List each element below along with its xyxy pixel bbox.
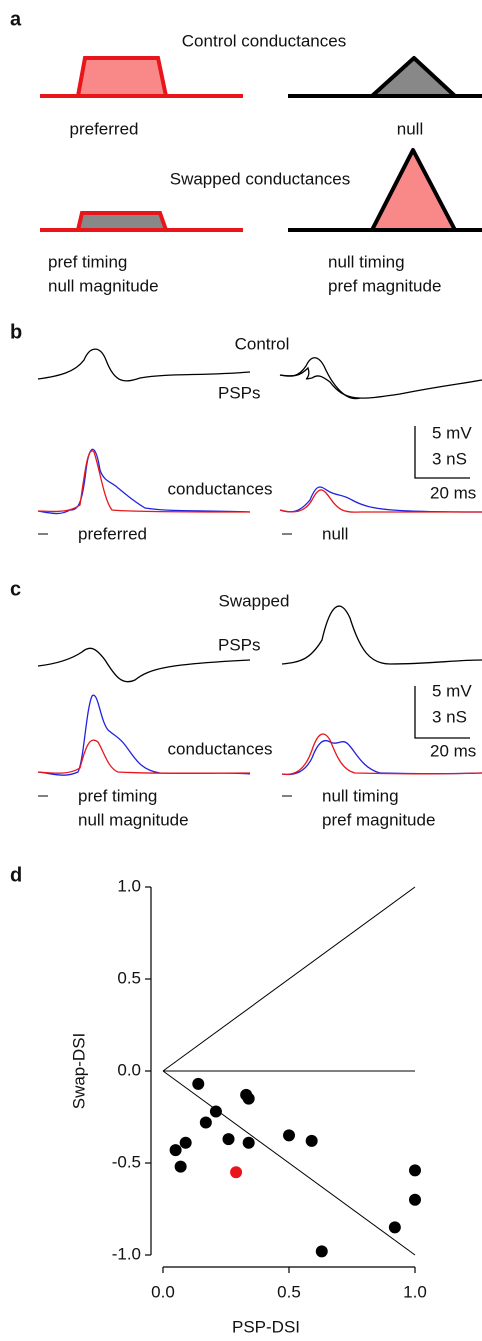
panel-b: b Control PSPs 5 mV 3 nS 20 ms conductan… bbox=[10, 321, 482, 543]
panel-title: Control conductances bbox=[182, 31, 346, 50]
swapped-null bbox=[288, 148, 482, 232]
panel-label: b bbox=[10, 321, 22, 343]
point bbox=[169, 1144, 182, 1157]
condition-label: pref magnitude bbox=[322, 810, 435, 829]
y-axis-label: Swap-DSI bbox=[69, 1033, 88, 1110]
panel-label: c bbox=[10, 578, 21, 600]
panel-label: d bbox=[10, 864, 22, 886]
point bbox=[305, 1134, 318, 1147]
point bbox=[409, 1193, 421, 1206]
x-tick-label: 1.0 bbox=[403, 1282, 427, 1301]
panel-title: Swapped bbox=[219, 591, 290, 610]
point bbox=[283, 1129, 295, 1142]
scale-label: 5 mV bbox=[432, 681, 472, 700]
scale-label: 20 ms bbox=[430, 741, 476, 760]
trace-label: PSPs bbox=[218, 383, 261, 402]
x-axis-label: PSP-DSI bbox=[232, 1317, 300, 1336]
conductance-trace bbox=[37, 450, 251, 513]
psp-trace bbox=[279, 357, 361, 400]
point bbox=[209, 1105, 222, 1118]
scale-label: 5 mV bbox=[432, 423, 472, 442]
point bbox=[199, 1116, 212, 1129]
conductance-trace bbox=[281, 733, 482, 776]
point bbox=[192, 1077, 205, 1090]
scale-label: 3 nS bbox=[432, 707, 467, 726]
condition-label: pref timing bbox=[78, 786, 157, 805]
psp-trace bbox=[37, 647, 251, 683]
condition-label: null timing bbox=[322, 786, 399, 805]
conductance-trace bbox=[279, 489, 482, 513]
point bbox=[242, 1136, 255, 1149]
x-tick-label: 0.0 bbox=[151, 1282, 175, 1301]
caption: preferred bbox=[70, 119, 139, 138]
point bbox=[315, 1245, 328, 1258]
trace-label: conductances bbox=[168, 479, 273, 498]
reference-line bbox=[162, 886, 416, 1072]
scale-label: 20 ms bbox=[430, 483, 476, 502]
point bbox=[222, 1133, 235, 1146]
caption: null bbox=[397, 119, 423, 138]
y-tick-label: 1.0 bbox=[117, 876, 141, 895]
condition-label: null bbox=[322, 524, 348, 543]
point bbox=[409, 1164, 421, 1177]
y-tick-label: -1.0 bbox=[112, 1244, 141, 1263]
y-tick-label: 0.0 bbox=[117, 1060, 141, 1079]
point bbox=[230, 1166, 243, 1179]
caption: pref timing bbox=[48, 252, 127, 271]
panel-title: Swapped conductances bbox=[170, 169, 351, 188]
conductance-trace bbox=[279, 486, 482, 513]
reference-line bbox=[162, 1070, 416, 1256]
y-tick-label: 0.5 bbox=[117, 968, 141, 987]
null-conductance bbox=[288, 56, 482, 98]
panel-title: Control bbox=[235, 334, 290, 353]
point bbox=[174, 1160, 187, 1173]
point bbox=[242, 1092, 255, 1105]
scale-bar bbox=[414, 426, 470, 479]
conductance-trace bbox=[37, 694, 251, 776]
psp-trace bbox=[279, 366, 482, 399]
point bbox=[179, 1136, 192, 1149]
swapped-preferred bbox=[40, 211, 243, 232]
panel-label: a bbox=[10, 8, 22, 30]
scale-bar bbox=[414, 686, 470, 739]
psp-trace bbox=[281, 605, 482, 665]
caption: null timing bbox=[328, 252, 405, 271]
trace-label: conductances bbox=[168, 739, 273, 758]
point bbox=[388, 1221, 401, 1234]
psp-trace bbox=[37, 348, 251, 382]
caption: pref magnitude bbox=[328, 276, 441, 295]
panel-c: c Swapped PSPs 5 mV 3 nS 20 ms conductan… bbox=[10, 578, 482, 829]
condition-label: null magnitude bbox=[78, 810, 189, 829]
caption: null magnitude bbox=[48, 276, 159, 295]
condition-label: preferred bbox=[78, 524, 147, 543]
preferred-conductance bbox=[40, 56, 243, 98]
y-tick-label: -0.5 bbox=[112, 1152, 141, 1171]
x-tick-label: 0.5 bbox=[277, 1282, 301, 1301]
scale-label: 3 nS bbox=[432, 449, 467, 468]
panel-a: a Control conductances preferred null Sw… bbox=[10, 8, 482, 295]
conductance-trace bbox=[37, 739, 251, 774]
trace-label: PSPs bbox=[218, 635, 261, 654]
